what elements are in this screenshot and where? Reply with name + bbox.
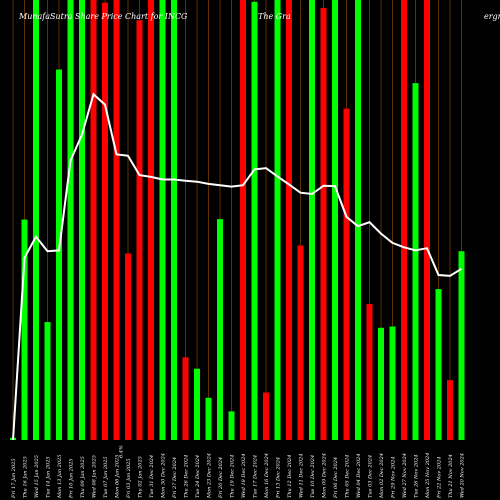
x-tick-label: Fri 29 Nov 2024 [391,456,397,499]
volume-bar [113,0,120,440]
volume-bar [136,20,143,441]
x-tick-label: Thu 21 Nov 2024 [448,454,454,498]
x-tick-label: Mon 30 Dec 2024 [161,453,167,499]
x-tick-label: Wed 08 Jan 2025 [92,455,98,498]
x-tick-label: Tue 31 Dec 2024 [149,455,155,498]
volume-bar [228,411,235,440]
x-tick-label: Thu 09 Jan 2025 [80,456,86,498]
x-tick-label: Wed 04 Dec 2024 [356,453,362,498]
volume-bar [21,219,28,440]
x-tick-label: Fri 27 Dec 2024 [172,457,178,499]
volume-bar [79,0,85,440]
volume-bar [320,7,327,440]
x-tick-label: Wed 11 Dec 2024 [299,453,305,498]
volume-bar [67,0,74,440]
x-tick-label: Tue 07 Jan 2025 [103,456,109,498]
x-tick-label: Thu 05 Dec 2024 [345,455,351,498]
volume-bar [263,392,269,440]
x-tick-label: Wed 15 Jan 2025 [34,455,40,498]
x-tick-label: Fri 13 Dec 2024 [276,457,282,499]
x-axis-labels: Fri 17 Jan 2025 Thu 16 Jan 2025 Wed 15 Jan… [11,445,466,499]
x-tick-label: Thu 19 Dec 2024 [230,455,236,498]
x-tick-label: Wed 27 Nov 2024 [402,453,408,498]
volume-bar [286,0,292,440]
x-tick-label: Thu 12 Dec 2024 [287,455,293,498]
volume-bar [343,108,350,441]
x-tick-label: Tue 03 Dec 2024 [368,455,374,498]
volume-bar [447,380,453,440]
x-tick-label: Thu 16 Jan 2025 [23,456,29,498]
x-tick-label: Tue 26 Nov 2024 [414,454,420,498]
x-tick-label: Mon 13 Jan 2025 [57,455,63,499]
price-line [12,92,463,441]
volume-bar [159,0,166,440]
volume-bar [102,2,108,440]
volume-bar [412,83,419,440]
x-tick-label: Thu 02 Jan 2025 [138,456,144,498]
x-tick-label: Mon 02 Dec 2024 [379,453,385,499]
volume-bar [274,0,281,440]
x-tick-label: Tue 14 Jan 2025 [46,456,52,498]
x-tick-label: Fri 20 Dec 2024 [218,457,224,499]
volume-bar [171,0,177,440]
volume-bar [205,397,212,440]
price-line-path [12,92,463,441]
chart-title: MunafaSutra Share Price Chart for INCG [19,12,188,21]
x-tick-label: Mon 23 Dec 2024 [207,453,213,499]
volume-bar [401,0,407,440]
x-tick-label: Tue 17 Dec 2024 [253,455,259,498]
x-tick-label: Fri 10 Jan 2025 [69,458,75,499]
x-tick-label: Tue 10 Dec 2024 [310,455,316,498]
volume-bar [125,253,131,440]
x-tick-label: Mon 16 Dec 2024 [264,453,270,499]
chart-title-right: ergra [484,12,500,21]
stray-percent-label: 6.4% [119,445,125,458]
x-tick-label: Wed 20 Nov 2024 [460,453,466,498]
volume-bar [251,1,258,440]
x-tick-label: Mon 09 Dec 2024 [322,453,328,499]
x-tick-label: Mon 06 Jan 2025 [115,455,121,499]
x-tick-label: Fri 06 Dec 2024 [333,457,339,499]
volume-bar [148,0,154,440]
volume-bar [435,289,442,440]
x-tick-label: Mon 25 Nov 2024 [425,453,431,499]
volume-bar [366,304,373,440]
volume-bar [33,0,39,440]
volume-bar [90,0,97,440]
volume-bar [332,0,338,440]
volume-bar [389,326,396,440]
volume-bars [10,0,465,441]
x-tick-label: Wed 18 Dec 2024 [241,453,247,498]
volume-bar [56,69,62,441]
volume-bar [378,327,384,440]
volume-bar [309,0,315,440]
chart-title-middle: The Gra [258,12,291,21]
x-tick-label: Thu 26 Dec 2024 [184,455,190,498]
x-tick-label: Fri 03 Jan 2025 [126,458,132,499]
volume-bar [297,245,304,440]
volume-bar [240,0,246,440]
volume-bar [424,0,430,440]
volume-bar [458,251,465,440]
volume-bar [44,322,51,440]
x-tick-label: Tue 24 Dec 2024 [195,455,201,498]
volume-bar [194,368,200,440]
volume-bar [355,0,361,440]
x-tick-label: Fri 22 Nov 2024 [437,456,443,499]
volume-bar [182,357,189,440]
x-tick-label: Fri 17 Jan 2025 [11,458,17,499]
volume-bar [217,219,223,440]
